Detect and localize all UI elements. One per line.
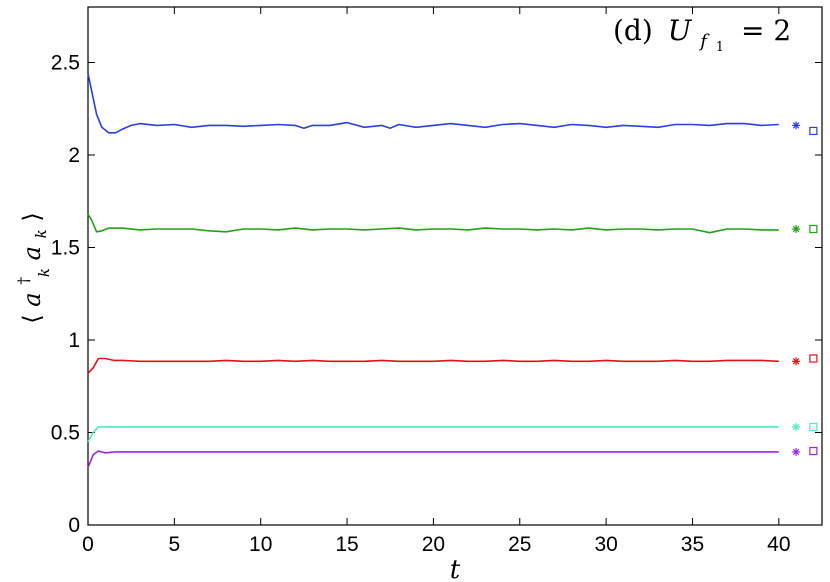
x-tick-label: 0 bbox=[82, 533, 94, 556]
series-line bbox=[87, 73, 779, 134]
x-tick-label: 35 bbox=[681, 533, 704, 556]
x-tick-label: 20 bbox=[422, 533, 445, 556]
annotation-sub-1: 1 bbox=[716, 40, 724, 55]
annotation-sub-f: f bbox=[698, 31, 710, 52]
panel-annotation: (d) U f 1 = 2 bbox=[613, 14, 791, 58]
annotation-var: U bbox=[668, 14, 693, 47]
y-title-dagger: † bbox=[14, 277, 33, 285]
star-marker bbox=[792, 121, 801, 130]
y-title-k2: k bbox=[32, 229, 50, 238]
y-axis-title: ⟨ a † k a k ⟩ bbox=[7, 212, 55, 323]
y-tick-label: 1.5 bbox=[51, 237, 80, 260]
series-layer bbox=[87, 73, 779, 468]
y-title-k: k bbox=[35, 268, 53, 277]
x-tick-label: 5 bbox=[169, 533, 181, 556]
square-marker bbox=[809, 354, 818, 363]
y-tick-label: 2 bbox=[68, 144, 80, 167]
marker-layer bbox=[792, 121, 818, 456]
plot-frame bbox=[87, 6, 823, 526]
series-line bbox=[87, 213, 779, 234]
series-line bbox=[87, 426, 779, 443]
x-tick-label: 25 bbox=[508, 533, 531, 556]
y-tick-label: 1 bbox=[68, 329, 80, 352]
y-title-a2: a bbox=[18, 246, 46, 260]
x-tick-label: 30 bbox=[594, 533, 617, 556]
square-marker bbox=[809, 422, 818, 432]
panel-label: (d) bbox=[613, 14, 653, 47]
square-marker bbox=[809, 446, 818, 456]
series-line bbox=[87, 450, 779, 468]
star-marker bbox=[792, 357, 801, 366]
star-marker bbox=[792, 447, 801, 456]
y-tick-label: 0 bbox=[68, 514, 80, 537]
series-line bbox=[87, 357, 779, 374]
y-tick-label: 2.5 bbox=[51, 52, 80, 75]
x-axis-title: t bbox=[450, 555, 461, 582]
y-title-open: ⟨ bbox=[18, 314, 46, 323]
y-title-close: ⟩ bbox=[18, 212, 46, 221]
x-tick-label: 40 bbox=[767, 533, 790, 556]
annotation-eq: = 2 bbox=[741, 14, 791, 47]
axis-ticks: 0 5 10 15 20 25 30 35 40 0 0.5 1 1.5 2 2.5 bbox=[51, 7, 822, 556]
x-tick-label: 10 bbox=[249, 533, 272, 556]
y-title-a: a bbox=[18, 292, 46, 306]
square-marker bbox=[809, 126, 818, 136]
star-marker bbox=[792, 422, 801, 431]
square-marker bbox=[809, 224, 818, 234]
y-tick-label: 0.5 bbox=[51, 422, 80, 445]
x-tick-label: 15 bbox=[335, 533, 358, 556]
star-marker bbox=[792, 225, 801, 233]
